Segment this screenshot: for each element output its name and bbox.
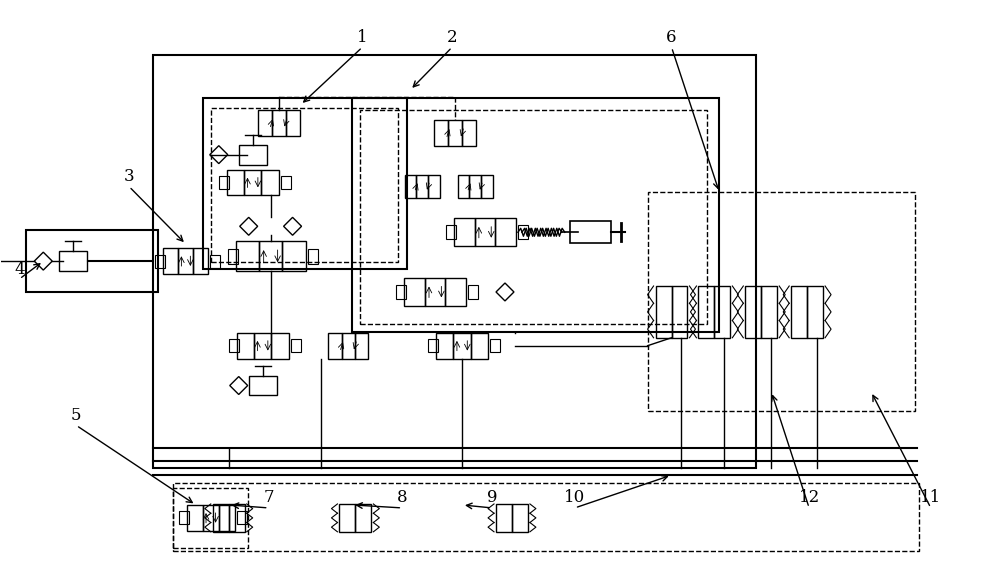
- Bar: [203, 505, 219, 531]
- Bar: [714, 286, 730, 338]
- Bar: [791, 286, 807, 338]
- Bar: [339, 504, 355, 532]
- Bar: [249, 375, 277, 395]
- Bar: [518, 226, 528, 239]
- Bar: [458, 174, 469, 199]
- Bar: [490, 339, 500, 352]
- Bar: [237, 333, 254, 359]
- Text: 1: 1: [357, 29, 368, 46]
- Text: 8: 8: [397, 490, 408, 506]
- Bar: [404, 278, 425, 306]
- Bar: [259, 241, 282, 271]
- Bar: [155, 255, 165, 267]
- Text: 11: 11: [920, 490, 941, 506]
- Text: 3: 3: [124, 168, 134, 185]
- Bar: [271, 333, 289, 359]
- Bar: [496, 504, 512, 532]
- Bar: [173, 488, 248, 548]
- Bar: [254, 333, 271, 359]
- Bar: [229, 504, 245, 532]
- Bar: [469, 174, 481, 199]
- Bar: [308, 249, 318, 263]
- Bar: [187, 505, 203, 531]
- Bar: [236, 241, 259, 271]
- Bar: [352, 98, 719, 332]
- Bar: [745, 286, 761, 338]
- Bar: [163, 248, 178, 274]
- Bar: [261, 169, 279, 195]
- Bar: [656, 286, 672, 338]
- Bar: [416, 174, 428, 199]
- Bar: [211, 108, 398, 262]
- Bar: [446, 226, 456, 239]
- Bar: [445, 278, 466, 306]
- Bar: [360, 110, 707, 324]
- Bar: [428, 339, 438, 352]
- Bar: [468, 285, 478, 299]
- Bar: [512, 504, 528, 532]
- Bar: [396, 285, 406, 299]
- Text: 9: 9: [487, 490, 497, 506]
- Bar: [281, 176, 291, 189]
- Bar: [219, 176, 229, 189]
- Bar: [227, 169, 244, 195]
- Bar: [648, 192, 915, 412]
- Bar: [258, 110, 272, 135]
- Bar: [453, 333, 471, 359]
- Bar: [178, 248, 193, 274]
- Bar: [495, 218, 516, 246]
- Text: 4: 4: [14, 261, 25, 278]
- Bar: [153, 55, 756, 468]
- Bar: [26, 230, 158, 292]
- Bar: [355, 333, 368, 359]
- Bar: [342, 333, 355, 359]
- Text: 10: 10: [564, 490, 585, 506]
- Bar: [471, 333, 488, 359]
- Text: 12: 12: [799, 490, 820, 506]
- Bar: [462, 120, 476, 146]
- Bar: [193, 248, 208, 274]
- Bar: [237, 511, 247, 524]
- Bar: [173, 483, 919, 550]
- Bar: [672, 286, 687, 338]
- Text: 2: 2: [447, 29, 457, 46]
- Bar: [203, 98, 407, 269]
- Bar: [454, 218, 475, 246]
- Bar: [328, 333, 342, 359]
- Bar: [428, 174, 440, 199]
- Bar: [761, 286, 777, 338]
- Bar: [219, 505, 235, 531]
- Bar: [213, 504, 229, 532]
- Bar: [355, 504, 371, 532]
- Bar: [286, 110, 300, 135]
- Bar: [434, 120, 448, 146]
- Bar: [239, 145, 267, 165]
- Bar: [210, 255, 220, 267]
- Bar: [425, 278, 445, 306]
- Bar: [179, 511, 189, 524]
- Bar: [229, 339, 239, 352]
- Text: 6: 6: [666, 29, 677, 46]
- Bar: [59, 251, 87, 271]
- Bar: [448, 120, 462, 146]
- Bar: [405, 174, 416, 199]
- Bar: [475, 218, 495, 246]
- Bar: [698, 286, 714, 338]
- Bar: [228, 249, 238, 263]
- Bar: [570, 222, 611, 243]
- Text: 5: 5: [71, 407, 81, 424]
- Bar: [481, 174, 493, 199]
- Bar: [807, 286, 823, 338]
- Bar: [244, 169, 261, 195]
- Bar: [272, 110, 286, 135]
- Text: 7: 7: [263, 490, 274, 506]
- Bar: [436, 333, 453, 359]
- Bar: [282, 241, 306, 271]
- Bar: [291, 339, 301, 352]
